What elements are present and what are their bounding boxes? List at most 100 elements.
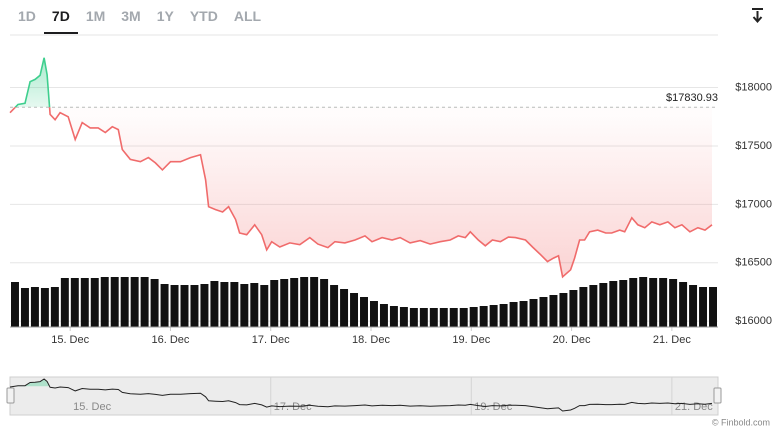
volume-bar <box>280 279 289 327</box>
navigator-handle[interactable] <box>713 387 722 404</box>
volume-bar <box>649 278 658 327</box>
volume-bar <box>479 306 488 327</box>
volume-bar <box>30 287 39 327</box>
volume-bar <box>200 284 209 327</box>
volume-bar <box>150 279 159 327</box>
volume-bar <box>549 295 558 327</box>
volume-bar <box>330 285 339 327</box>
volume-bar <box>369 301 378 327</box>
range-tabs: 1D 7D 1M 3M 1Y YTD ALL <box>10 4 269 34</box>
range-tab[interactable]: YTD <box>189 8 218 24</box>
navigator-tick-label: 19. Dec <box>474 401 512 413</box>
volume-bar <box>379 304 388 327</box>
volume-bar <box>350 293 359 327</box>
navigator-tick-label: 17. Dec <box>274 401 312 413</box>
volume-bar <box>389 306 398 327</box>
y-tick-label: $18000 <box>735 81 772 93</box>
volume-bar <box>40 288 49 327</box>
download-icon[interactable] <box>752 8 763 24</box>
range-tab[interactable]: 1D <box>18 8 36 24</box>
navigator-tick-label: 21. Dec <box>675 401 713 413</box>
navigator-tick-label: 15. Dec <box>73 401 111 413</box>
volume-bar <box>290 278 299 327</box>
volume-bar <box>70 278 79 327</box>
volume-bar <box>519 301 528 327</box>
range-tab[interactable]: ALL <box>233 8 262 24</box>
volume-bar <box>699 287 708 327</box>
x-tick-label: 20. Dec <box>553 334 591 346</box>
volume-bar <box>250 283 259 327</box>
volume-bar <box>429 308 438 327</box>
x-tick-label: 19. Dec <box>452 334 490 346</box>
navigator-line <box>9 378 713 412</box>
volume-bar <box>240 284 249 327</box>
navigator-handle[interactable] <box>6 387 15 404</box>
volume-bar <box>220 282 229 327</box>
x-tick-label: 18. Dec <box>352 334 390 346</box>
volume-bar <box>210 281 219 327</box>
volume-bar <box>669 279 678 327</box>
volume-bar <box>180 285 189 327</box>
x-tick-label: 21. Dec <box>653 334 691 346</box>
volume-bar <box>589 285 598 327</box>
volume-bar <box>659 278 668 327</box>
volume-bar <box>310 277 319 327</box>
volume-bar <box>459 308 468 327</box>
range-tab[interactable]: 7D <box>43 4 78 34</box>
volume-bar <box>130 277 139 327</box>
volume-bar <box>529 299 538 327</box>
range-tab[interactable]: 3M <box>121 8 141 24</box>
volume-bar <box>360 297 368 327</box>
volume-bar <box>409 308 418 327</box>
y-tick-label: $16000 <box>735 315 772 327</box>
volume-bar <box>609 281 618 327</box>
volume-bar <box>11 282 19 327</box>
volume-bar <box>579 287 588 327</box>
volume-bar <box>140 277 149 327</box>
volume-bar <box>539 297 548 327</box>
volume-bar <box>599 283 608 327</box>
volume-bar <box>419 308 428 327</box>
volume-bar <box>439 308 448 327</box>
volume-bar <box>300 277 309 327</box>
volume-bar <box>629 278 638 327</box>
volume-bar <box>260 285 269 327</box>
volume-bar <box>619 280 628 327</box>
volume-bar <box>469 307 478 327</box>
volume-bar <box>320 279 329 327</box>
navigator <box>9 376 719 416</box>
volume-bar <box>160 284 169 327</box>
y-tick-label: $16500 <box>735 257 772 269</box>
volume-bar <box>80 278 89 327</box>
credit: © Finbold.com <box>712 417 770 427</box>
line-below <box>9 107 713 279</box>
volume-bar <box>230 282 239 327</box>
volume-bar <box>499 304 508 327</box>
volume-bar <box>120 277 129 327</box>
volume-bar <box>60 278 69 327</box>
volume-bar <box>569 290 578 327</box>
volume-bar <box>639 277 648 327</box>
volume-bar <box>90 278 99 327</box>
volume-bar <box>170 285 179 327</box>
volume-bar <box>20 288 29 327</box>
reference-label: $17830.93 <box>666 92 718 104</box>
y-tick-label: $17500 <box>735 140 772 152</box>
y-tick-label: $17000 <box>735 198 772 210</box>
volume-bar <box>110 277 119 327</box>
range-tab[interactable]: 1Y <box>156 8 174 24</box>
x-tick-label: 17. Dec <box>252 334 290 346</box>
volume-bar <box>340 289 349 327</box>
volume-bar <box>679 282 688 327</box>
volume-bar <box>100 277 109 327</box>
volume-bar <box>449 308 458 327</box>
volume-bar <box>399 307 408 327</box>
volume-bar <box>559 293 568 327</box>
volume-bar <box>50 287 59 327</box>
x-tick-label: 16. Dec <box>151 334 189 346</box>
volume-bar <box>709 287 717 327</box>
x-tick-label: 15. Dec <box>51 334 89 346</box>
range-tab[interactable]: 1M <box>85 8 106 24</box>
